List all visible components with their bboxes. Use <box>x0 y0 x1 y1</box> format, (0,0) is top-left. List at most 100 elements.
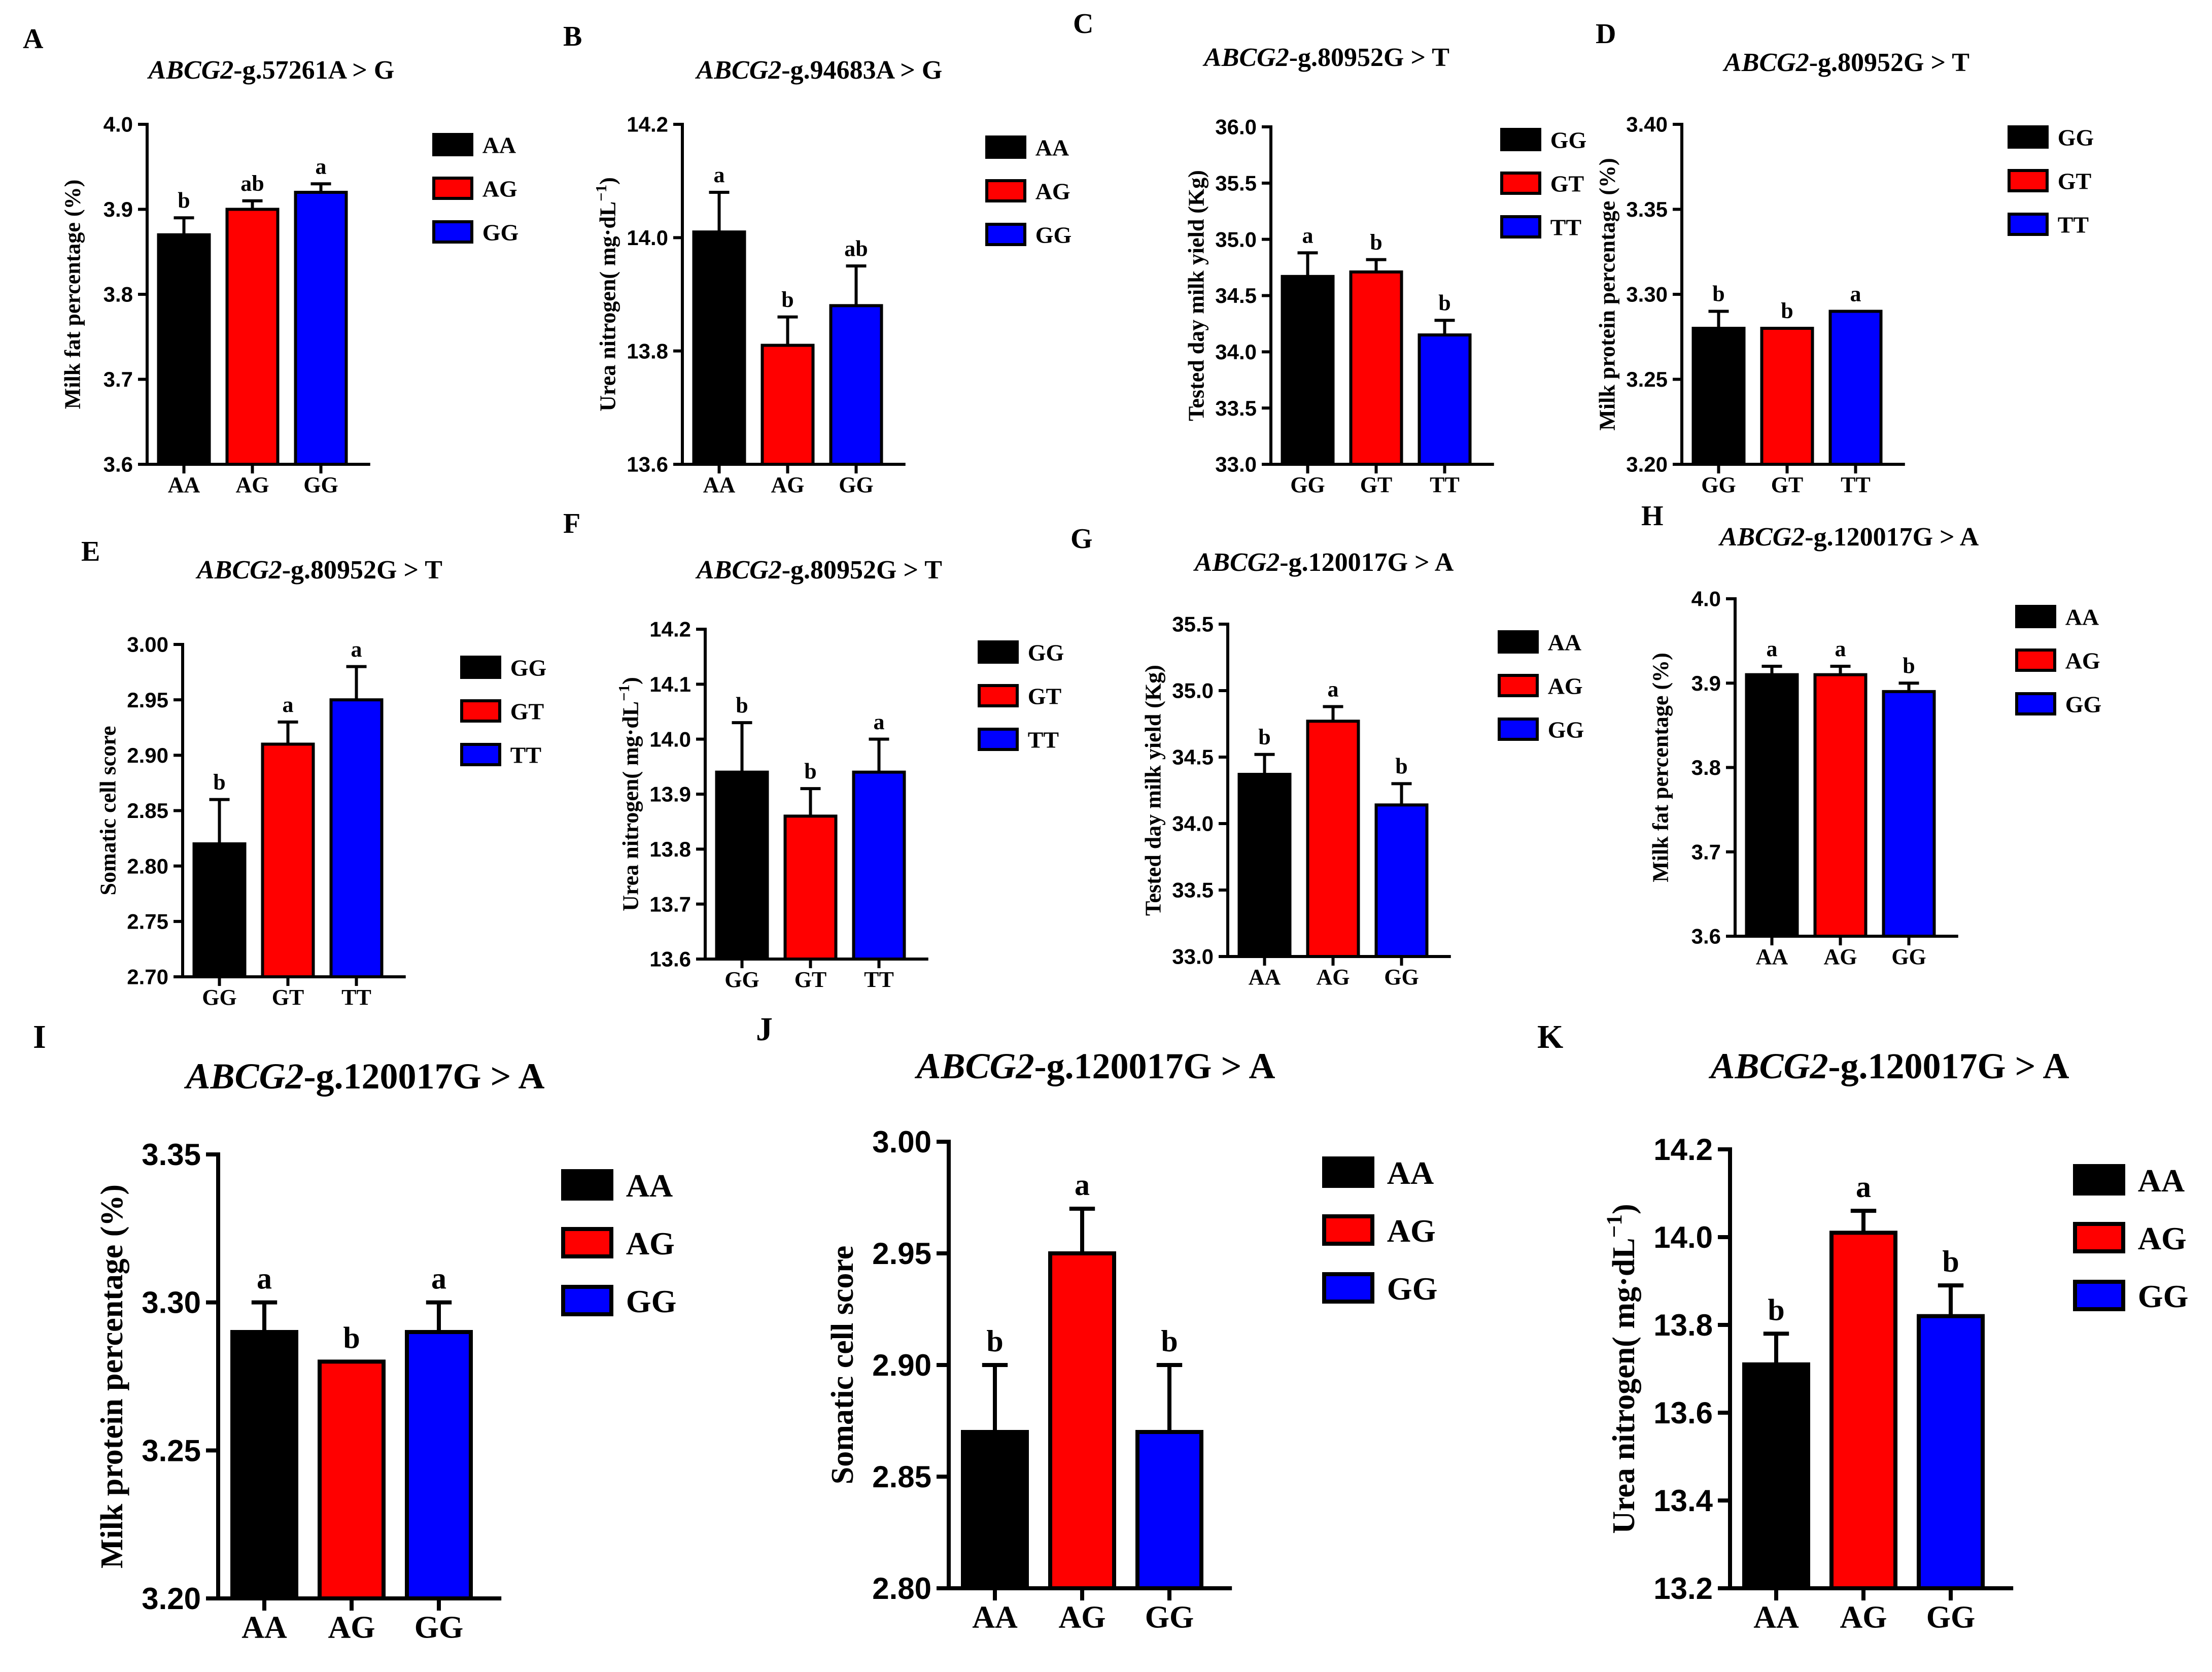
legend-label: AA <box>1548 630 1581 656</box>
panel-label: G <box>1070 523 1093 555</box>
title-gene: ABCG2 <box>1202 43 1289 72</box>
title-gene: ABCG2 <box>914 1046 1034 1086</box>
title-variant: -g.120017G > A <box>1280 548 1454 577</box>
legend-swatch-aa <box>2015 605 2056 628</box>
category-label: GG <box>724 967 759 992</box>
title-variant: -g.80952G > T <box>282 556 442 585</box>
bar-tt <box>1828 310 1883 466</box>
panel-a: A ABCG2-g.57261A > G b AA ab AG a GG 3.6 3.7 3.8 3.… <box>23 23 519 497</box>
y-axis-title: Milk protein percentage (%) <box>1595 158 1620 430</box>
category-label: AA <box>1249 965 1281 989</box>
y-tick-label: 3.8 <box>1691 756 1721 779</box>
y-tick-label: 14.0 <box>1653 1220 1713 1254</box>
y-tick-label: 2.80 <box>127 854 168 878</box>
bar-gg <box>294 191 348 466</box>
panel-c: C ABCG2-g.80952G > T a GG b GT b TT 33.0 33.5 34.0… <box>1073 8 1586 497</box>
panel-label: C <box>1073 8 1093 40</box>
y-tick-label: 3.20 <box>1626 453 1668 476</box>
title-gene: ABCG2 <box>147 56 234 85</box>
y-tick-label: 33.0 <box>1172 945 1214 969</box>
legend-label: GG <box>1387 1271 1438 1307</box>
category-label: GT <box>794 967 827 992</box>
legend-label: AG <box>482 176 517 202</box>
legend-label: GG <box>2058 125 2094 151</box>
category-label: TT <box>864 967 894 992</box>
legend-swatch-gg <box>985 223 1026 246</box>
legend-swatch-gg <box>460 656 501 679</box>
y-tick-label: 34.0 <box>1172 812 1214 836</box>
chart-title: ABCG2-g.80952G > T <box>1722 48 1969 77</box>
y-axis-title: Milk fat percentage (%) <box>60 180 85 410</box>
chart-title: ABCG2-g.120017G > A <box>1193 548 1454 577</box>
category-label: GG <box>1891 944 1926 969</box>
title-gene: ABCG2 <box>695 556 782 585</box>
legend-label: AG <box>1387 1213 1436 1249</box>
bar-gg <box>1691 327 1746 466</box>
bar-tt <box>329 698 384 978</box>
legend-swatch-aa <box>561 1169 613 1201</box>
y-tick-label: 35.0 <box>1215 227 1257 251</box>
y-axis-title: Tested day milk yield (Kg) <box>1184 170 1209 421</box>
panel-label: K <box>1537 1018 1563 1055</box>
legend-label: AG <box>1035 179 1070 204</box>
legend-swatch-gt <box>978 684 1019 707</box>
legend-label: TT <box>2058 212 2089 238</box>
bar-gg <box>1917 1314 1985 1590</box>
title-variant: -g.94683A > G <box>781 56 942 85</box>
y-tick-label: 2.85 <box>872 1460 931 1494</box>
significance-label: a <box>283 692 294 717</box>
category-label: AG <box>1824 944 1857 969</box>
significance-label: a <box>431 1262 446 1295</box>
y-tick-label: 4.0 <box>103 113 133 137</box>
y-tick-label: 33.5 <box>1215 396 1257 420</box>
category-label: GG <box>839 472 873 497</box>
y-tick-label: 14.2 <box>627 113 668 137</box>
legend-swatch-gg <box>1500 128 1541 151</box>
legend-label: TT <box>1550 215 1581 241</box>
legend-swatch-gg <box>2015 692 2056 715</box>
title-gene: ABCG2 <box>184 1056 303 1097</box>
y-axis-title: Tested day milk yield (Kg) <box>1141 665 1166 916</box>
legend-label: GG <box>1035 222 1072 248</box>
significance-label: b <box>1395 754 1407 779</box>
y-tick-label: 13.2 <box>1653 1572 1713 1606</box>
legend-label: GG <box>2065 692 2102 718</box>
legend-label: AG <box>2065 648 2100 674</box>
category-label: GT <box>1771 472 1804 497</box>
title-gene: ABCG2 <box>1722 48 1809 77</box>
y-axis-title: Milk fat percentage (%) <box>1648 653 1673 882</box>
category-label: TT <box>1430 472 1460 497</box>
significance-label: a <box>874 709 885 734</box>
legend-swatch-aa <box>2073 1164 2125 1196</box>
legend-label: GT <box>2058 168 2091 194</box>
y-tick-label: 33.5 <box>1172 878 1214 902</box>
bar-ag <box>761 344 815 466</box>
panel-label: I <box>33 1018 46 1055</box>
title-variant: -g.120017G > A <box>1034 1046 1275 1086</box>
bar-gg <box>715 770 769 961</box>
panel-label: F <box>563 508 580 539</box>
legend-label: GG <box>1548 717 1584 743</box>
legend-swatch-aa <box>1498 630 1539 654</box>
y-tick-label: 2.90 <box>127 743 168 767</box>
legend-swatch-gt <box>460 699 501 723</box>
significance-label: b <box>1438 290 1450 315</box>
y-tick-label: 13.8 <box>1653 1308 1713 1342</box>
significance-label: b <box>1781 298 1793 323</box>
y-tick-label: 3.35 <box>142 1138 201 1172</box>
legend-label: AG <box>626 1225 675 1261</box>
legend-swatch-ag <box>2073 1222 2125 1253</box>
legend-label: GT <box>1550 171 1584 197</box>
y-tick-label: 34.0 <box>1215 340 1257 364</box>
bar-ag <box>1306 720 1360 958</box>
bar-gg <box>1281 275 1335 466</box>
y-tick-label: 14.0 <box>649 727 691 751</box>
significance-label: b <box>343 1321 360 1354</box>
y-tick-label: 3.6 <box>1691 925 1721 948</box>
significance-label: b <box>1942 1245 1959 1278</box>
category-label: TT <box>341 985 371 1010</box>
y-tick-label: 14.2 <box>1653 1133 1713 1167</box>
bar-ag <box>1813 673 1868 938</box>
y-tick-label: 13.6 <box>1653 1396 1713 1430</box>
y-tick-label: 2.95 <box>127 688 168 712</box>
